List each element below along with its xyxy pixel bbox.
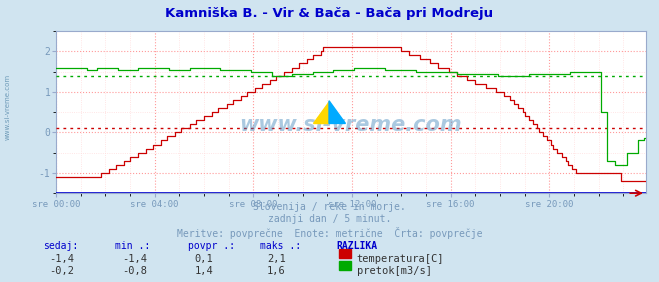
Polygon shape [312, 101, 329, 124]
Text: Meritve: povprečne  Enote: metrične  Črta: povprečje: Meritve: povprečne Enote: metrične Črta:… [177, 227, 482, 239]
Text: www.si-vreme.com: www.si-vreme.com [5, 74, 11, 140]
Text: Kamniška B. - Vir & Bača - Bača pri Modreju: Kamniška B. - Vir & Bača - Bača pri Modr… [165, 7, 494, 20]
Text: -1,4: -1,4 [49, 254, 74, 264]
Text: -0,2: -0,2 [49, 266, 74, 276]
Text: 1,6: 1,6 [267, 266, 285, 276]
Text: -0,8: -0,8 [122, 266, 147, 276]
Text: 0,1: 0,1 [194, 254, 213, 264]
Text: -1,4: -1,4 [122, 254, 147, 264]
Text: RAZLIKA: RAZLIKA [336, 241, 377, 251]
Text: www.si-vreme.com: www.si-vreme.com [240, 115, 462, 135]
Bar [339, 261, 351, 270]
Text: min .:: min .: [115, 241, 150, 251]
Text: povpr .:: povpr .: [188, 241, 235, 251]
Text: pretok[m3/s]: pretok[m3/s] [357, 266, 432, 276]
Text: Slovenija / reke in morje.: Slovenija / reke in morje. [253, 202, 406, 212]
Text: zadnji dan / 5 minut.: zadnji dan / 5 minut. [268, 214, 391, 224]
Text: maks .:: maks .: [260, 241, 301, 251]
Polygon shape [329, 101, 345, 124]
Text: 2,1: 2,1 [267, 254, 285, 264]
Bar [339, 249, 351, 258]
Text: 1,4: 1,4 [194, 266, 213, 276]
Text: temperatura[C]: temperatura[C] [357, 254, 444, 264]
Text: sedaj:: sedaj: [43, 241, 78, 251]
